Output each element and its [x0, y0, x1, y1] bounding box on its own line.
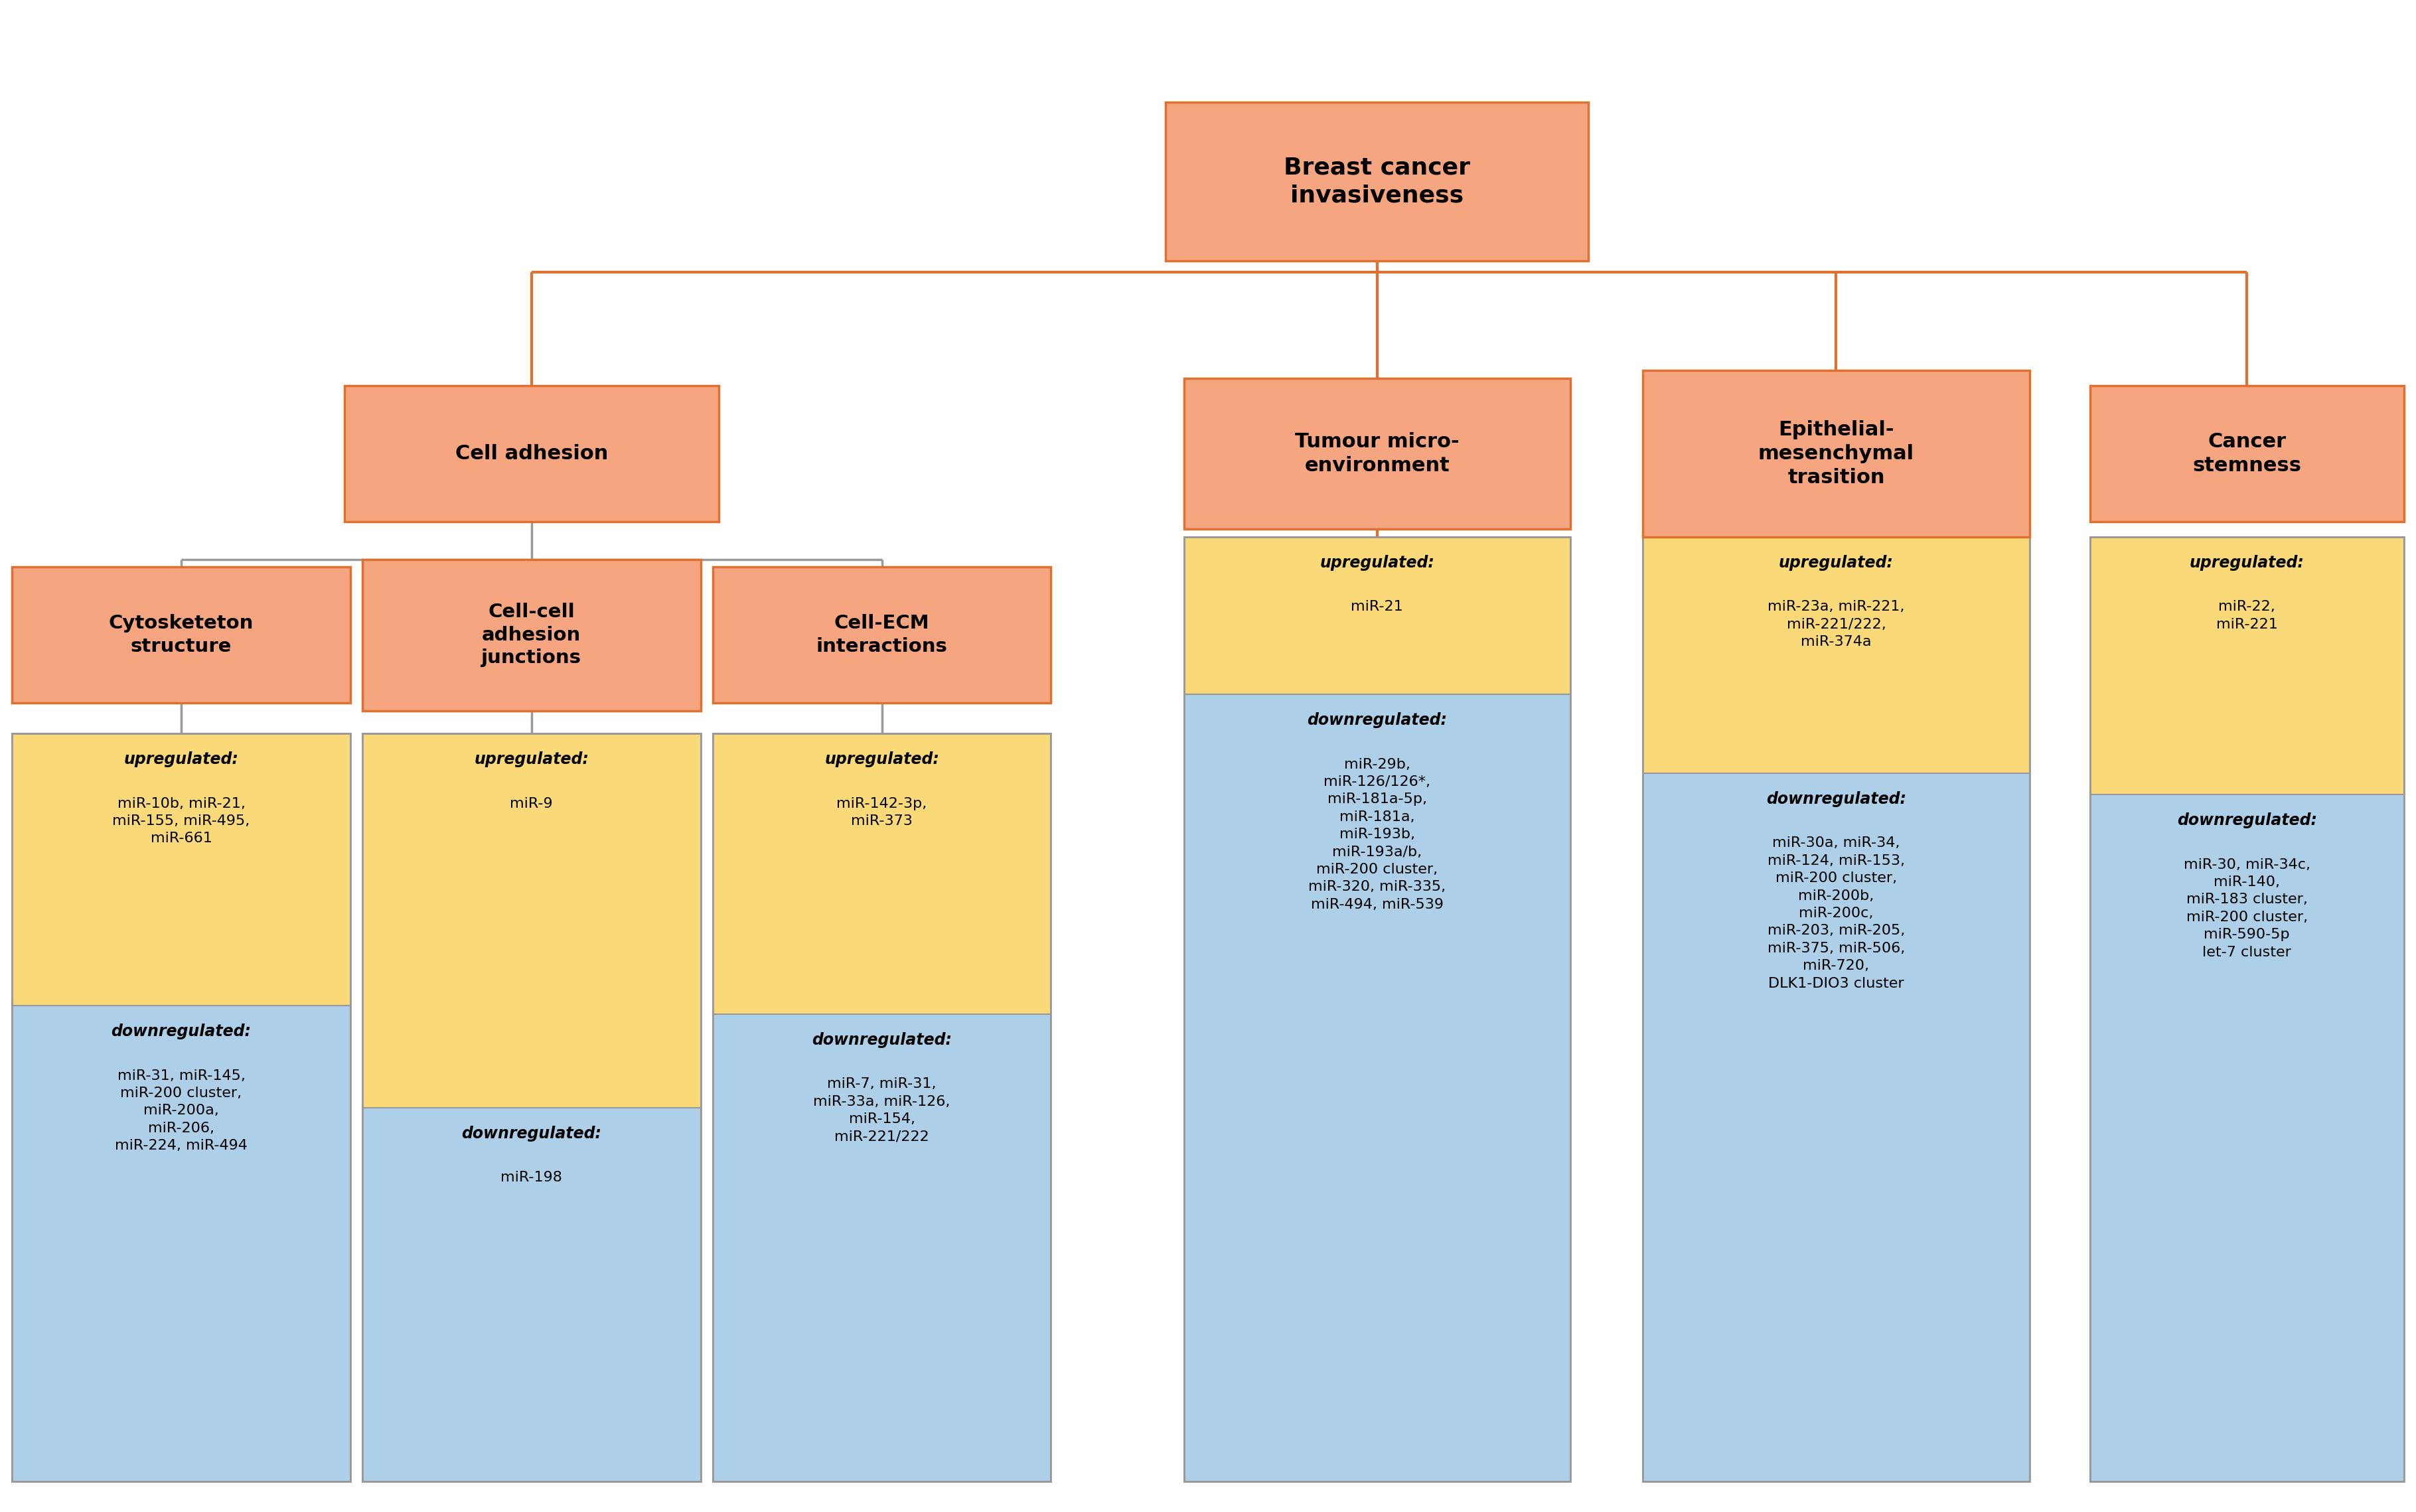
Bar [713, 733, 1051, 1015]
Text: upregulated:: upregulated: [123, 751, 239, 768]
Text: Cytosketeton
structure: Cytosketeton structure [109, 614, 254, 656]
FancyBboxPatch shape [345, 386, 720, 522]
FancyBboxPatch shape [362, 559, 701, 711]
Bar [1643, 537, 2029, 773]
Bar [1184, 537, 1570, 694]
Bar [12, 1005, 350, 1482]
Text: miR-22,
miR-221: miR-22, miR-221 [2215, 600, 2278, 631]
Text: Tumour micro-
environment: Tumour micro- environment [1295, 432, 1459, 475]
Text: downregulated:: downregulated: [2177, 812, 2317, 829]
Text: miR-9: miR-9 [510, 797, 553, 810]
FancyBboxPatch shape [713, 567, 1051, 703]
Text: miR-21: miR-21 [1351, 600, 1404, 614]
Text: miR-7, miR-31,
miR-33a, miR-126,
miR-154,
miR-221/222: miR-7, miR-31, miR-33a, miR-126, miR-154… [814, 1078, 949, 1143]
Bar [2090, 537, 2404, 1482]
FancyBboxPatch shape [1165, 101, 1590, 260]
Text: miR-198: miR-198 [500, 1170, 563, 1184]
Text: miR-23a, miR-221,
miR-221/222,
miR-374a: miR-23a, miR-221, miR-221/222, miR-374a [1769, 600, 1904, 649]
Bar [713, 1015, 1051, 1482]
Text: miR-142-3p,
miR-373: miR-142-3p, miR-373 [836, 797, 928, 827]
Text: downregulated:: downregulated: [461, 1125, 602, 1142]
Text: upregulated:: upregulated: [824, 751, 940, 768]
Text: Breast cancer
invasiveness: Breast cancer invasiveness [1283, 156, 1471, 207]
Text: upregulated:: upregulated: [1319, 555, 1435, 572]
Bar [1184, 694, 1570, 1482]
Text: upregulated:: upregulated: [474, 751, 590, 768]
Bar [1184, 537, 1570, 1482]
Text: upregulated:: upregulated: [2189, 555, 2305, 572]
Bar [2090, 794, 2404, 1482]
Text: miR-30a, miR-34,
miR-124, miR-153,
miR-200 cluster,
miR-200b,
miR-200c,
miR-203,: miR-30a, miR-34, miR-124, miR-153, miR-2… [1769, 836, 1904, 990]
Bar [362, 733, 701, 1482]
Bar [12, 733, 350, 1005]
Text: upregulated:: upregulated: [1778, 555, 1894, 572]
Text: miR-31, miR-145,
miR-200 cluster,
miR-200a,
miR-206,
miR-224, miR-494: miR-31, miR-145, miR-200 cluster, miR-20… [116, 1069, 246, 1152]
Text: downregulated:: downregulated: [111, 1024, 251, 1040]
Text: miR-29b,
miR-126/126*,
miR-181a-5p,
miR-181a,
miR-193b,
miR-193a/b,
miR-200 clus: miR-29b, miR-126/126*, miR-181a-5p, miR-… [1309, 758, 1445, 912]
Text: Epithelial-
mesenchymal
trasition: Epithelial- mesenchymal trasition [1759, 420, 1913, 487]
FancyBboxPatch shape [1643, 370, 2029, 537]
Text: Cell-cell
adhesion
junctions: Cell-cell adhesion junctions [481, 603, 582, 667]
Text: Cancer
stemness: Cancer stemness [2191, 432, 2302, 475]
Text: downregulated:: downregulated: [1307, 712, 1447, 729]
Bar [1643, 773, 2029, 1482]
FancyBboxPatch shape [2090, 386, 2404, 522]
Bar [362, 733, 701, 1107]
Text: miR-30, miR-34c,
miR-140,
miR-183 cluster,
miR-200 cluster,
miR-590-5p
let-7 clu: miR-30, miR-34c, miR-140, miR-183 cluste… [2184, 857, 2310, 959]
Bar [1643, 537, 2029, 1482]
Text: miR-10b, miR-21,
miR-155, miR-495,
miR-661: miR-10b, miR-21, miR-155, miR-495, miR-6… [114, 797, 249, 845]
FancyBboxPatch shape [1184, 378, 1570, 529]
Text: downregulated:: downregulated: [1766, 791, 1906, 807]
Bar [713, 733, 1051, 1482]
Bar [2090, 537, 2404, 794]
Bar [362, 1107, 701, 1482]
Text: downregulated:: downregulated: [812, 1033, 952, 1048]
Bar [12, 733, 350, 1482]
Text: Cell-ECM
interactions: Cell-ECM interactions [817, 614, 947, 656]
FancyBboxPatch shape [12, 567, 350, 703]
Text: Cell adhesion: Cell adhesion [454, 445, 609, 463]
